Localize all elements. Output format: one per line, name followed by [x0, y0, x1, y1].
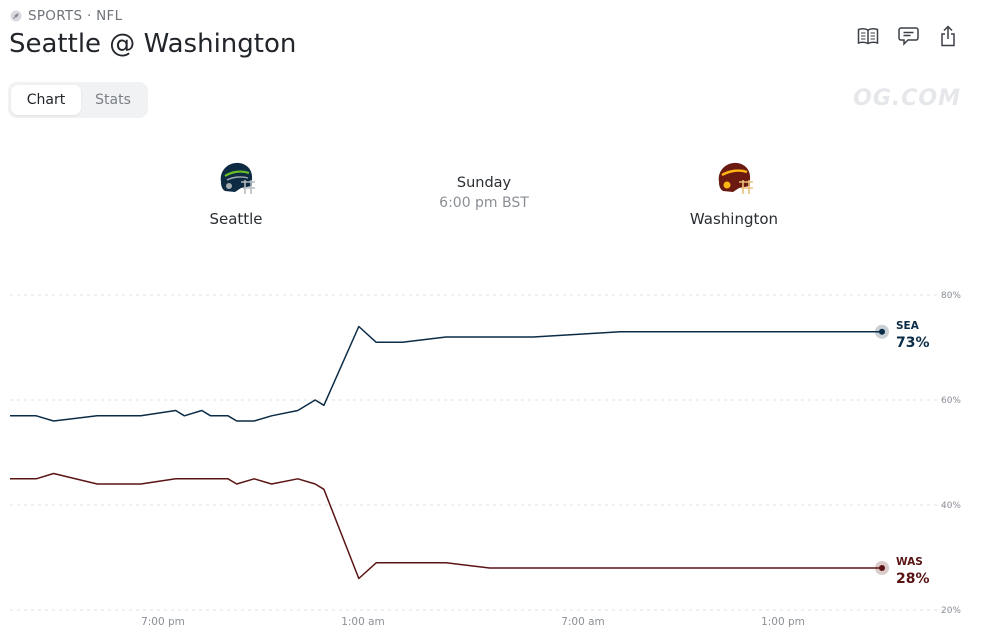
- og-watermark-logo: OG.COM: [853, 86, 961, 111]
- game-day: Sunday: [456, 175, 512, 191]
- breadcrumb-category[interactable]: SPORTS · NFL: [28, 8, 123, 24]
- series-name-label: WAS: [896, 556, 923, 568]
- game-info: Sunday 6:00 pm BST: [404, 175, 564, 211]
- series-value-label: 28%: [896, 571, 930, 587]
- away-team[interactable]: Seattle: [156, 158, 316, 228]
- washington-helmet-icon: [718, 162, 753, 194]
- series-line-sea: [10, 325, 882, 422]
- x-tick-label: 1:00 am: [341, 616, 385, 628]
- y-tick-label: 60%: [941, 396, 961, 406]
- breadcrumb: SPORTS · NFL: [10, 7, 122, 25]
- view-tabs: Chart Stats: [8, 82, 148, 118]
- x-tick-label: 7:00 pm: [141, 616, 185, 628]
- x-tick-label: 1:00 pm: [761, 616, 805, 628]
- y-tick-label: 80%: [941, 291, 961, 301]
- toolbar: [857, 24, 959, 48]
- series-value-label: 73%: [896, 335, 930, 351]
- x-tick-label: 7:00 am: [561, 616, 605, 628]
- y-tick-label: 20%: [941, 606, 961, 616]
- football-icon: [10, 10, 22, 22]
- y-tick-label: 40%: [941, 501, 961, 511]
- rules-book-icon[interactable]: [857, 24, 879, 48]
- win-probability-chart[interactable]: 80% 60% 40% 20% 7:00 pm 1:00 am 7:00 am 1:00 p…: [0, 280, 981, 634]
- seattle-helmet-icon: [220, 162, 255, 194]
- comment-icon[interactable]: [897, 24, 919, 48]
- series-line-was: [10, 472, 882, 580]
- away-team-name: Seattle: [209, 210, 263, 228]
- home-team[interactable]: Washington: [654, 158, 814, 228]
- home-team-name: Washington: [689, 210, 779, 228]
- tab-stats[interactable]: Stats: [95, 92, 131, 108]
- page-title: Seattle @ Washington: [9, 29, 297, 59]
- series-endpoint-dot: [879, 565, 885, 571]
- series-name-label: SEA: [896, 320, 920, 332]
- series-endpoint-dot: [879, 328, 885, 335]
- share-icon[interactable]: [937, 24, 959, 48]
- game-time: 6:00 pm BST: [439, 195, 529, 211]
- y-axis-ticks: 80% 60% 40% 20%: [941, 291, 961, 616]
- tab-chart[interactable]: Chart: [11, 85, 81, 115]
- x-axis-ticks: 7:00 pm 1:00 am 7:00 am 1:00 pm: [141, 616, 805, 628]
- chart-series: [10, 325, 882, 580]
- chart-grid: [10, 294, 960, 611]
- chart-endpoints: SEA 73% WAS 28%: [875, 320, 930, 587]
